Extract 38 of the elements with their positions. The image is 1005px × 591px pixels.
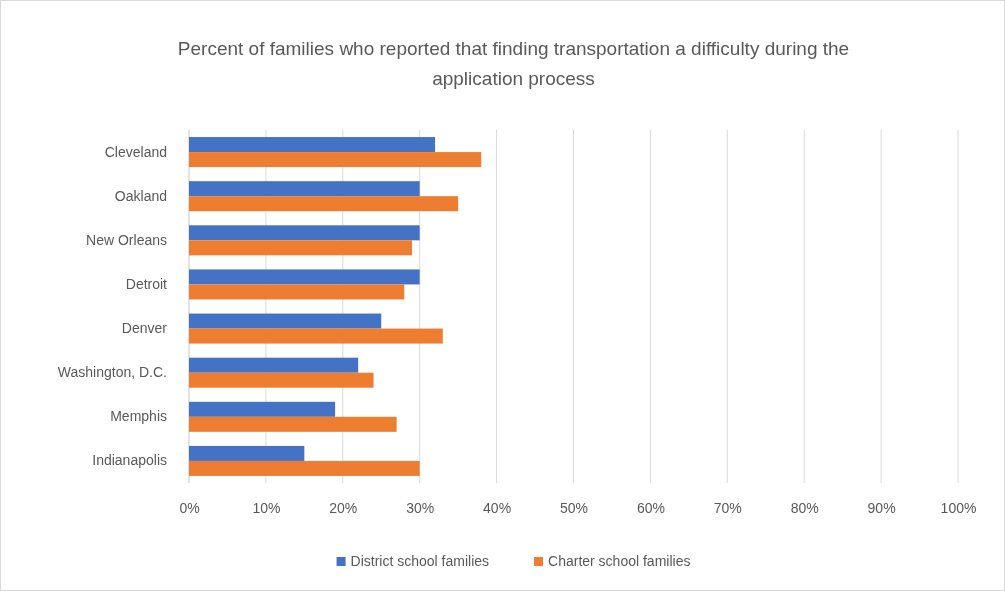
bar (189, 372, 374, 388)
bar (189, 460, 420, 476)
bar (189, 284, 405, 300)
x-tick-label: 60% (636, 499, 665, 516)
y-tick-label: Cleveland (104, 143, 167, 160)
bar (189, 269, 420, 285)
x-tick-label: 0% (179, 499, 200, 516)
bar (189, 240, 413, 256)
y-tick-label: Washington, D.C. (57, 364, 167, 381)
y-tick-label: Detroit (125, 275, 168, 292)
chart-title: Percent of families who reported that finding transportation a difficulty during the application process (177, 38, 850, 89)
x-tick-label: 30% (406, 499, 435, 516)
bar (189, 181, 420, 197)
bar (189, 445, 305, 461)
bar (189, 357, 359, 373)
bar (189, 152, 482, 168)
x-tick-label: 90% (867, 499, 896, 516)
y-tick-label: Oakland (114, 187, 167, 204)
bar (189, 328, 443, 344)
x-tick-label: 100% (940, 499, 977, 516)
x-tick-label: 80% (790, 499, 819, 516)
x-tick-label: 40% (483, 499, 512, 516)
y-tick-label: Indianapolis (92, 452, 167, 469)
bar (189, 225, 420, 241)
y-tick-label: New Orleans (86, 231, 167, 248)
bar (189, 416, 397, 432)
x-tick-label: 10% (252, 499, 281, 516)
x-tick-label: 70% (713, 499, 742, 516)
y-tick-label: Memphis (110, 408, 167, 425)
legend-label: Charter school families (548, 553, 691, 569)
legend-label: District school families (350, 553, 490, 569)
bar (189, 401, 336, 417)
bar (189, 137, 436, 153)
x-tick-label: 50% (559, 499, 589, 516)
x-tick-label: 20% (329, 499, 358, 516)
bar (189, 313, 382, 329)
y-tick-label: Denver (121, 320, 168, 337)
bar (189, 196, 459, 212)
